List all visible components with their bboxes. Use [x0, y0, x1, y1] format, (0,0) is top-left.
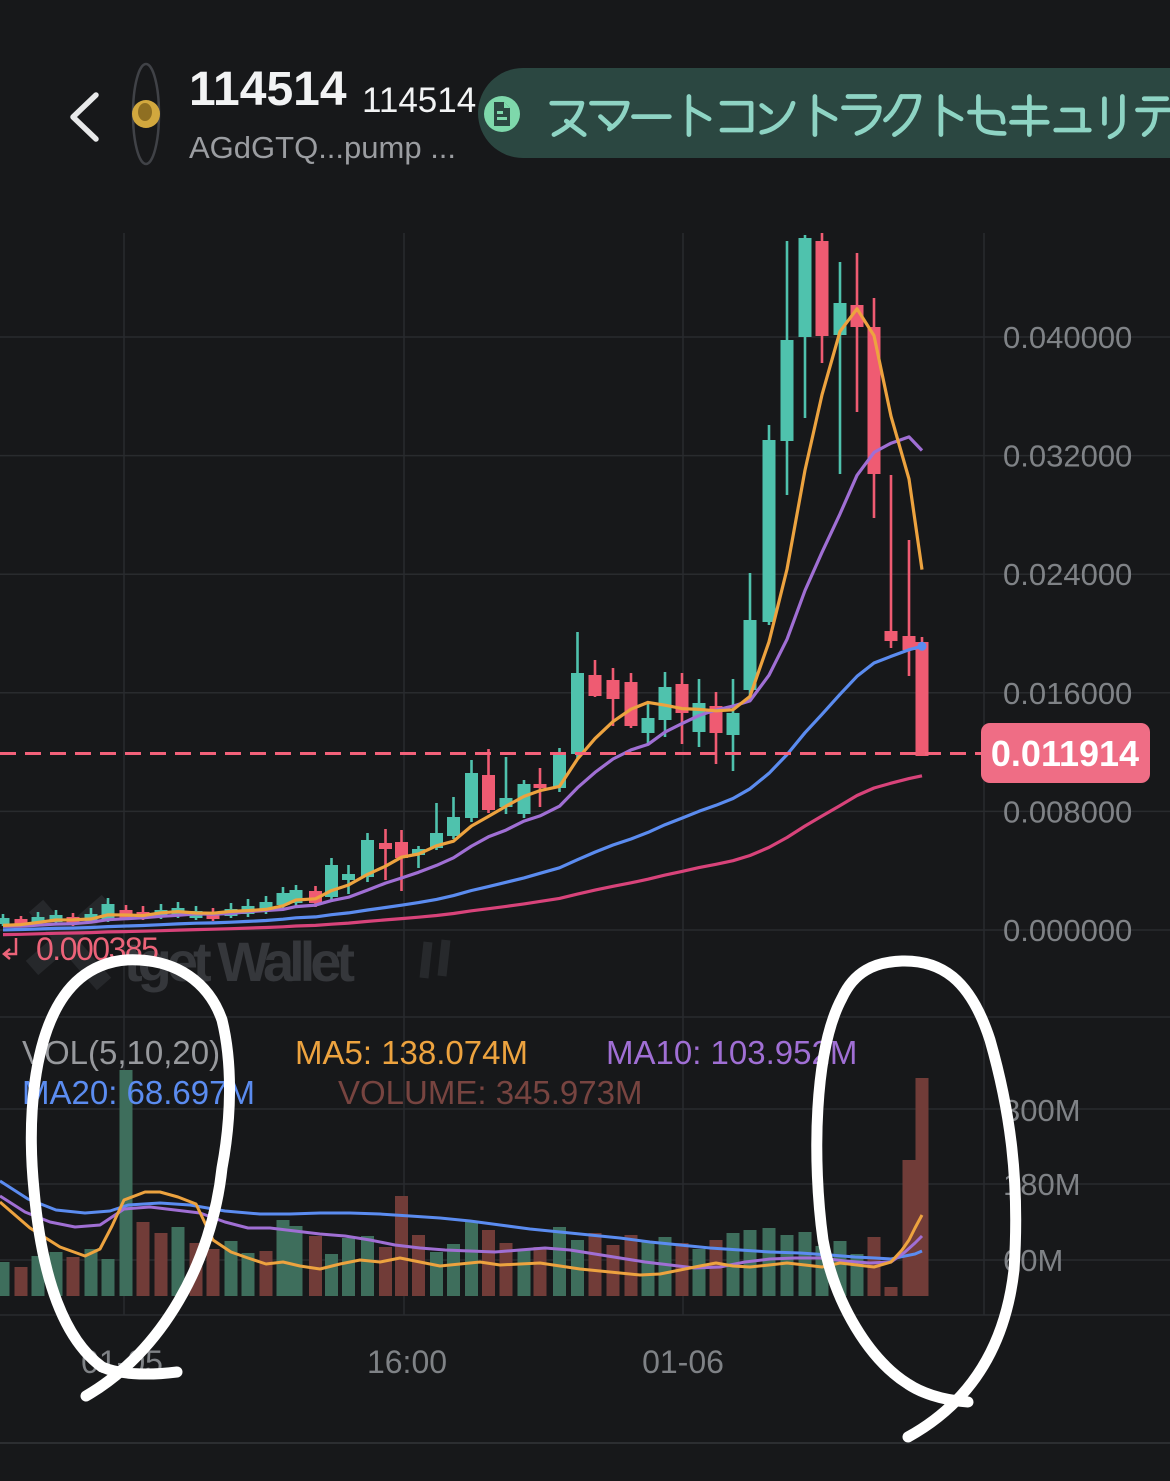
svg-text:0.024000: 0.024000	[1003, 557, 1132, 592]
svg-text:0.011914: 0.011914	[991, 733, 1139, 774]
svg-text:16:00: 16:00	[367, 1344, 447, 1380]
svg-text:MA5: 138.074M: MA5: 138.074M	[295, 1034, 528, 1071]
svg-text:0.016000: 0.016000	[1003, 676, 1132, 711]
svg-text:0.008000: 0.008000	[1003, 794, 1132, 829]
svg-text:01-06: 01-06	[642, 1344, 724, 1380]
svg-text:VOL(5,10,20): VOL(5,10,20)	[22, 1034, 220, 1071]
svg-text:0.000000: 0.000000	[1003, 913, 1132, 948]
svg-text:VOLUME: 345.973M: VOLUME: 345.973M	[338, 1074, 642, 1111]
svg-text:300M: 300M	[1003, 1093, 1081, 1128]
svg-text:AGdGTQ...pump ...: AGdGTQ...pump ...	[189, 130, 456, 165]
svg-text:114514: 114514	[189, 63, 347, 116]
svg-text:114514: 114514	[362, 81, 476, 120]
svg-text:MA20: 68.697M: MA20: 68.697M	[22, 1074, 255, 1111]
svg-text:MA10: 103.952M: MA10: 103.952M	[606, 1034, 857, 1071]
svg-text:0.040000: 0.040000	[1003, 320, 1132, 355]
svg-text:0.032000: 0.032000	[1003, 439, 1132, 474]
